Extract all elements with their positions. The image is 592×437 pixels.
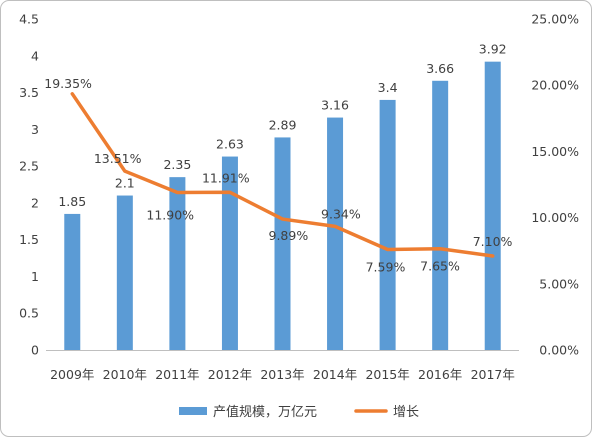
line-value-label: 11.91% xyxy=(202,170,250,185)
bar xyxy=(327,117,344,350)
y-left-tick-label: 4.5 xyxy=(19,12,39,27)
bar-value-label: 3.4 xyxy=(378,80,398,95)
data-labels: 1.85 2.1 2.35 2.63 2.89 3.16 3.4 3.66 3.92 19.35%… xyxy=(44,42,512,275)
bar xyxy=(379,99,396,351)
legend-swatch-bar xyxy=(179,407,207,415)
line-value-label: 7.59% xyxy=(366,260,406,275)
bar-value-label: 2.89 xyxy=(269,117,297,132)
line-value-label: 11.90% xyxy=(146,207,194,222)
line-value-label: 19.35% xyxy=(44,76,92,91)
line-value-label: 7.65% xyxy=(420,259,460,274)
y-left-tick-label: 2 xyxy=(31,195,39,210)
y-right-tick-label: 15.00% xyxy=(531,144,579,159)
line-value-label: 9.34% xyxy=(321,206,361,221)
x-tick-label: 2014年 xyxy=(313,367,357,382)
bar xyxy=(116,195,133,350)
bar-value-label: 3.16 xyxy=(321,98,349,113)
y-right-tick-label: 10.00% xyxy=(531,210,579,225)
axes: 0 0.5 1 1.5 2 2.5 3 3.5 4 4.5 0.00% 5.00% 10.00% 15.0… xyxy=(19,12,579,383)
x-tick-label: 2012年 xyxy=(208,367,252,382)
bar xyxy=(64,213,81,350)
bar xyxy=(169,177,186,350)
bar-series xyxy=(64,61,501,351)
x-tick-label: 2017年 xyxy=(471,367,515,382)
bar-value-label: 2.35 xyxy=(163,157,191,172)
y-right-tick-label: 25.00% xyxy=(531,12,579,27)
bar xyxy=(274,137,291,350)
y-right-tick-label: 20.00% xyxy=(531,78,579,93)
y-left-tick-label: 3 xyxy=(31,122,39,137)
y-right-tick-label: 5.00% xyxy=(539,276,579,291)
bar xyxy=(432,80,449,350)
x-tick-label: 2010年 xyxy=(103,367,147,382)
y-left-tick-label: 2.5 xyxy=(19,159,39,174)
y-right-tick-label: 0.00% xyxy=(539,343,579,358)
x-tick-label: 2016年 xyxy=(418,367,462,382)
y-left-tick-label: 0 xyxy=(31,343,39,358)
line-value-label: 13.51% xyxy=(94,151,142,166)
y-left-tick-label: 1 xyxy=(31,269,39,284)
legend: 产值规模，万亿元 增长 xyxy=(179,404,419,420)
line-value-label: 7.10% xyxy=(473,234,513,249)
y-left-tick-label: 0.5 xyxy=(19,306,39,321)
y-left-tick-label: 3.5 xyxy=(19,85,39,100)
legend-label-bar: 产值规模，万亿元 xyxy=(213,404,317,420)
bar-value-label: 1.85 xyxy=(58,194,86,209)
line-series xyxy=(70,92,495,258)
bar xyxy=(484,61,501,350)
x-tick-label: 2011年 xyxy=(155,367,199,382)
x-tick-label: 2015年 xyxy=(365,367,409,382)
line-value-label: 9.89% xyxy=(269,228,309,243)
bar-value-label: 2.63 xyxy=(216,137,244,152)
x-tick-label: 2013年 xyxy=(260,367,304,382)
legend-label-line: 增长 xyxy=(393,405,419,420)
y-left-tick-label: 1.5 xyxy=(19,232,39,247)
bar-value-label: 3.66 xyxy=(426,61,454,76)
x-tick-label: 2009年 xyxy=(50,367,94,382)
bar-value-label: 2.1 xyxy=(115,176,135,191)
bar-value-label: 3.92 xyxy=(479,42,507,57)
bar xyxy=(221,156,238,350)
y-left-tick-label: 4 xyxy=(31,48,39,63)
